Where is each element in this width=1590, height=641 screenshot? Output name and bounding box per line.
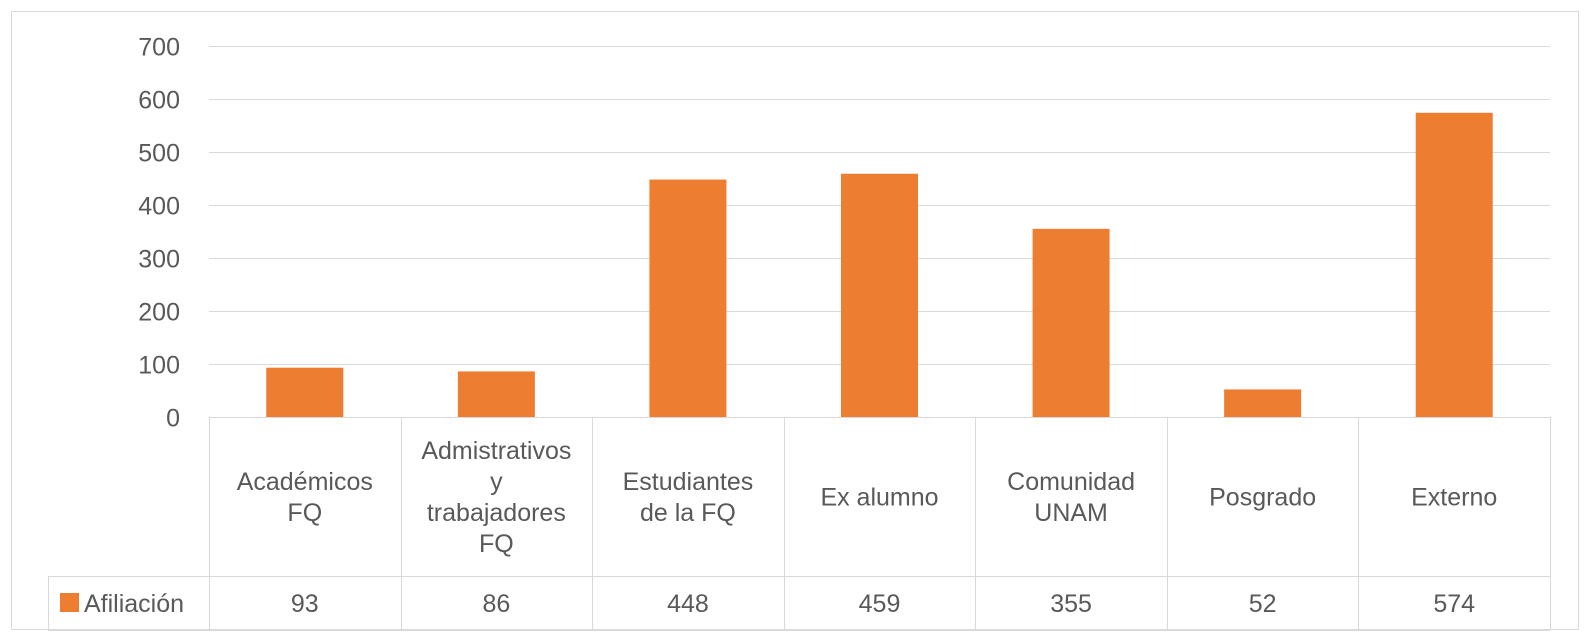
y-tick-label: 700 <box>138 34 180 62</box>
category-label-line: FQ <box>479 530 514 558</box>
category-label-line: Posgrado <box>1209 484 1316 512</box>
bars <box>266 112 1493 417</box>
bar <box>841 173 918 417</box>
bar <box>1415 112 1493 417</box>
y-axis: 0 100 200 300 400 500 600 700 <box>138 34 180 433</box>
category-label: Comunidad UNAM <box>1007 468 1135 527</box>
category-label-line: Externo <box>1411 484 1497 512</box>
data-table-value: 355 <box>1050 590 1092 618</box>
category-label-line: FQ <box>287 499 322 527</box>
data-table-value: 86 <box>482 590 510 618</box>
y-tick-label: 300 <box>138 246 180 274</box>
legend-swatch <box>60 593 79 612</box>
data-table-value: 52 <box>1249 590 1277 618</box>
category-label-line: y <box>490 468 503 496</box>
data-table-value: 574 <box>1433 590 1475 618</box>
data-table-value: 448 <box>667 590 709 618</box>
category-label: Estudiantes de la FQ <box>623 468 754 527</box>
bar <box>1032 228 1110 417</box>
category-label-line: Estudiantes <box>623 468 754 496</box>
bar <box>266 367 344 417</box>
category-label-line: Ex alumno <box>820 484 938 512</box>
y-tick-label: 100 <box>138 352 180 380</box>
category-label: Posgrado <box>1209 484 1316 512</box>
y-tick-label: 200 <box>138 299 180 327</box>
bar <box>1224 389 1302 417</box>
category-label-line: de la FQ <box>640 499 736 527</box>
y-tick-label: 0 <box>166 405 180 433</box>
bar <box>649 179 727 417</box>
chart-border <box>11 11 1579 630</box>
category-label: Académicos FQ <box>237 468 373 527</box>
data-table: Académicos FQ Admistrativos y trabajadores FQ… <box>48 417 1551 631</box>
category-label-line: Admistrativos <box>421 437 571 465</box>
category-label-line: Comunidad <box>1007 468 1135 496</box>
category-label-line: UNAM <box>1034 499 1108 527</box>
y-tick-label: 400 <box>138 193 180 221</box>
category-label-line: Académicos <box>237 468 373 496</box>
category-label: Admistrativos y trabajadores FQ <box>421 437 571 558</box>
category-label: Externo <box>1411 484 1497 512</box>
data-table-value: 459 <box>859 590 901 618</box>
category-label: Ex alumno <box>820 484 938 512</box>
bar <box>457 371 535 417</box>
y-tick-label: 600 <box>138 87 180 115</box>
category-label-line: trabajadores <box>427 499 566 527</box>
series-name: Afiliación <box>84 590 184 618</box>
y-tick-label: 500 <box>138 140 180 168</box>
data-table-value: 93 <box>291 590 319 618</box>
